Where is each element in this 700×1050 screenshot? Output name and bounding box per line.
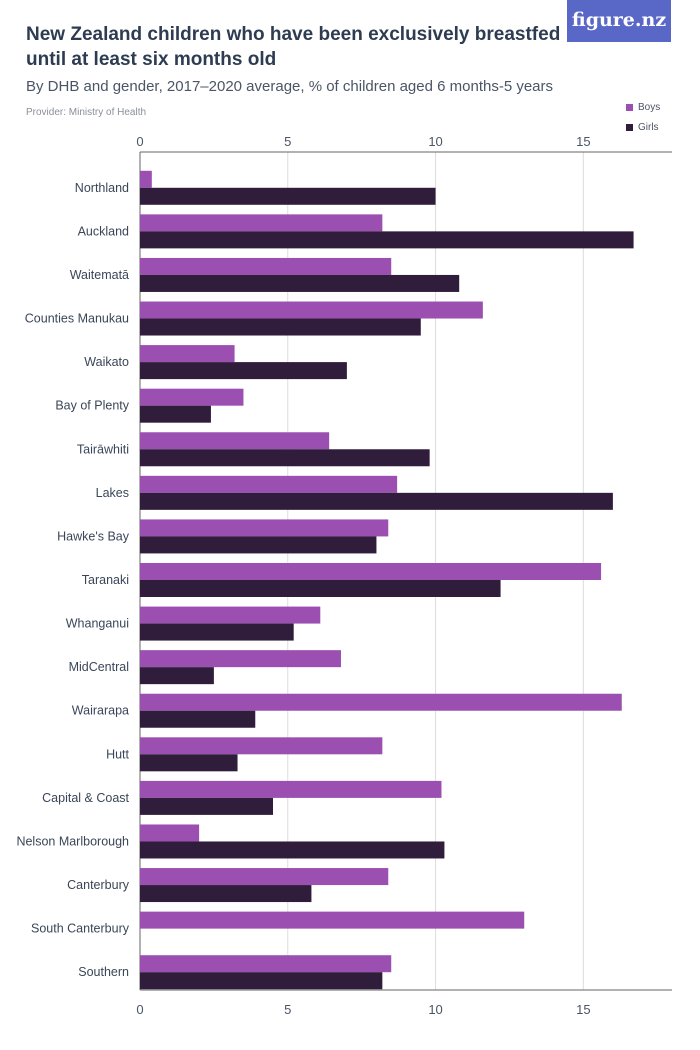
legend-item-girls: Girls <box>626 117 660 137</box>
bar-boys <box>140 432 330 450</box>
category-label: Waitematā <box>70 268 129 282</box>
bar-boys <box>140 606 321 624</box>
x-tick-label-top-10: 10 <box>428 134 442 149</box>
legend-label-boys: Boys <box>638 101 661 113</box>
bar-boys <box>140 824 200 842</box>
category-label: Counties Manukau <box>25 312 129 326</box>
bar-girls <box>140 362 347 380</box>
bar-girls <box>140 885 312 903</box>
bar-boys <box>140 780 442 798</box>
legend-label-girls: Girls <box>638 121 659 133</box>
bar-girls <box>140 274 460 292</box>
bar-boys <box>140 345 235 363</box>
legend-item-boys: Boys <box>626 97 660 117</box>
bar-boys <box>140 214 383 232</box>
category-label: Canterbury <box>67 878 130 892</box>
category-label: Hawke's Bay <box>57 529 130 543</box>
x-tick-label-bottom-15: 15 <box>576 1002 590 1017</box>
x-tick-label-bottom-0: 0 <box>136 1002 143 1017</box>
chart-subtitle: By DHB and gender, 2017–2020 average, % … <box>26 78 554 95</box>
category-label: Northland <box>75 181 129 195</box>
bar-boys <box>140 911 525 929</box>
bar-girls <box>140 449 430 467</box>
category-label: MidCentral <box>69 660 129 674</box>
bar-boys <box>140 868 389 886</box>
chart-title: New Zealand children who have been exclu… <box>26 24 561 70</box>
bar-boys <box>140 257 392 275</box>
bar-girls <box>140 492 613 510</box>
legend-swatch-girls <box>626 123 633 131</box>
category-label: Taranaki <box>82 573 129 587</box>
bar-boys <box>140 563 602 580</box>
category-label: Lakes <box>96 486 129 500</box>
bar-boys <box>140 737 383 755</box>
category-label: Southern <box>78 965 129 979</box>
category-label: Nelson Marlborough <box>16 834 129 848</box>
category-label: Waikato <box>84 355 129 369</box>
figure-nz-logo[interactable]: figure.nz <box>567 0 671 42</box>
x-tick-label-top-0: 0 <box>136 134 143 149</box>
bar-girls <box>140 623 294 641</box>
bar-boys <box>140 301 483 319</box>
category-label: Auckland <box>78 224 129 238</box>
bar-girls <box>140 754 238 772</box>
category-label: Wairarapa <box>72 704 129 718</box>
x-tick-label-top-5: 5 <box>284 134 291 149</box>
x-tick-label-bottom-10: 10 <box>428 1002 442 1017</box>
category-label: Whanganui <box>66 617 129 631</box>
bar-girls <box>140 797 273 815</box>
category-label: Bay of Plenty <box>55 399 129 413</box>
category-label: Tairāwhiti <box>77 442 129 456</box>
bar-girls <box>140 667 214 685</box>
bar-boys <box>140 519 389 537</box>
bar-boys <box>140 475 398 493</box>
bar-boys <box>140 955 392 973</box>
bar-girls <box>140 972 383 990</box>
bar-girls <box>140 187 436 205</box>
bar-girls <box>140 841 445 859</box>
provider-text: Provider: Ministry of Health <box>26 107 147 118</box>
legend-swatch-boys <box>626 103 633 111</box>
category-label: Hutt <box>106 747 129 761</box>
x-tick-label-top-15: 15 <box>576 134 590 149</box>
bar-boys <box>140 170 152 188</box>
bar-boys <box>140 388 244 406</box>
bar-boys <box>140 693 622 711</box>
x-tick-label-bottom-5: 5 <box>284 1002 291 1017</box>
bar-girls <box>140 318 421 336</box>
bar-girls <box>140 536 377 554</box>
bar-girls <box>140 405 211 423</box>
chart-legend: Boys Girls <box>626 97 660 137</box>
category-label: Capital & Coast <box>42 791 129 805</box>
bar-boys <box>140 650 341 668</box>
bar-girls <box>140 710 256 728</box>
category-label: South Canterbury <box>31 922 130 936</box>
bar-girls <box>140 580 501 597</box>
bar-girls <box>140 231 634 249</box>
